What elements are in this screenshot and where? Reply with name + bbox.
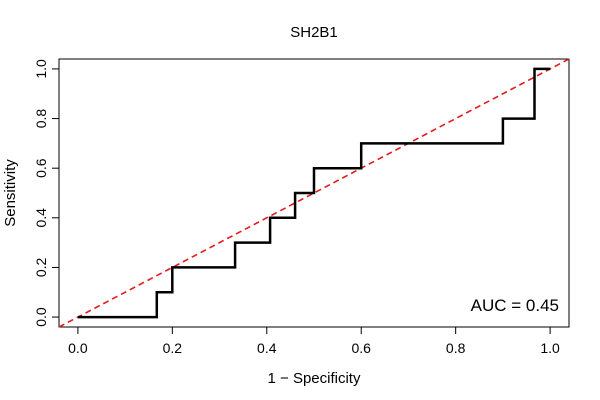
y-tick-label: 0.8 <box>33 109 49 129</box>
roc-curve-line <box>77 67 551 319</box>
x-tick-label: 1.0 <box>540 340 560 356</box>
y-axis: 0.0 0.2 0.4 0.6 0.8 1.0 <box>33 59 60 327</box>
roc-series-group <box>77 67 551 319</box>
x-tick-label: 0.2 <box>163 340 183 356</box>
y-axis-title: Sensitivity <box>2 159 19 227</box>
x-axis-title: 1 − Specificity <box>268 370 361 387</box>
y-tick-label: 0.2 <box>33 258 49 278</box>
auc-annotation: AUC = 0.45 <box>471 296 559 315</box>
y-tick-label: 0.6 <box>33 158 49 178</box>
x-tick-label: 0.4 <box>257 340 277 356</box>
x-tick-label: 0.6 <box>351 340 371 356</box>
y-tick-label: 0.0 <box>33 307 49 327</box>
reference-diagonal-line <box>58 58 570 328</box>
x-axis: 0.0 0.2 0.4 0.6 0.8 1.0 <box>68 326 560 356</box>
y-tick-label: 0.4 <box>33 208 49 228</box>
chart-title: SH2B1 <box>290 24 338 41</box>
x-tick-label: 0.8 <box>446 340 466 356</box>
y-tick-label: 1.0 <box>33 59 49 79</box>
x-tick-label: 0.0 <box>68 340 88 356</box>
